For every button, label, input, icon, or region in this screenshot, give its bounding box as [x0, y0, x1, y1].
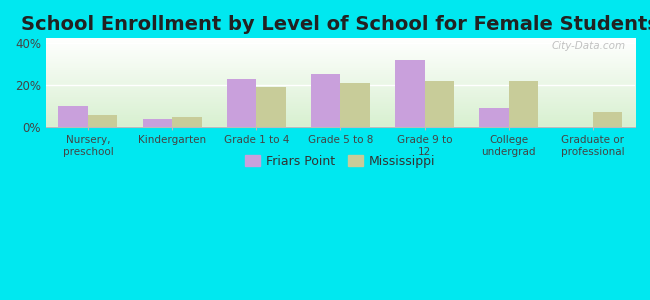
Bar [142, 119, 172, 127]
Bar [256, 87, 286, 127]
Title: School Enrollment by Level of School for Female Students: School Enrollment by Level of School for… [21, 15, 650, 34]
Bar [172, 117, 202, 127]
Bar [341, 83, 370, 127]
Bar [88, 115, 118, 127]
Text: City-Data.com: City-Data.com [552, 41, 626, 51]
Legend: Friars Point, Mississippi: Friars Point, Mississippi [240, 150, 441, 172]
Bar [227, 79, 256, 127]
Bar [424, 81, 454, 127]
Bar [395, 59, 424, 127]
Bar [593, 112, 623, 127]
Bar [479, 108, 509, 127]
Bar [58, 106, 88, 127]
Bar [509, 81, 538, 127]
Bar [311, 74, 341, 127]
